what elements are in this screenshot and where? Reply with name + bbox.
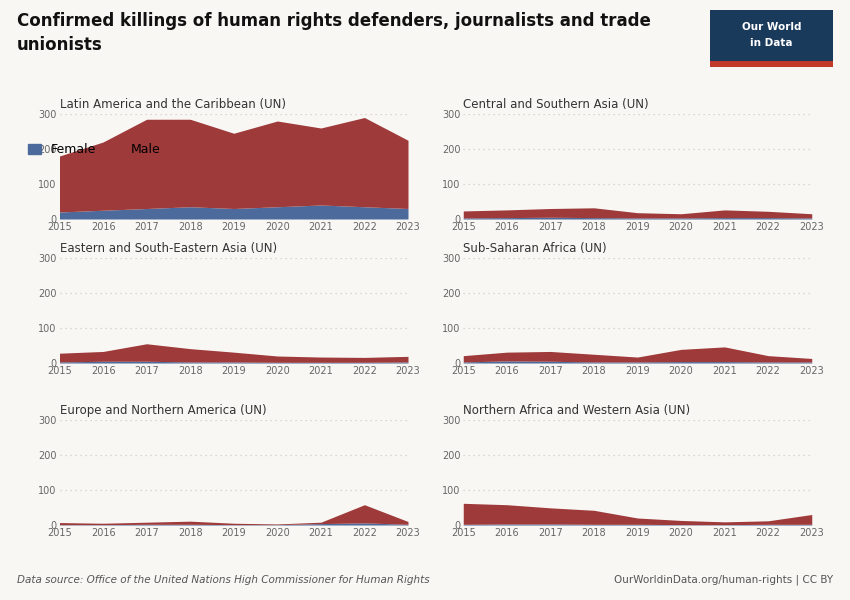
Text: OurWorldinData.org/human-rights | CC BY: OurWorldinData.org/human-rights | CC BY [614, 575, 833, 585]
Text: Data source: Office of the United Nations High Commissioner for Human Rights: Data source: Office of the United Nation… [17, 575, 429, 585]
Text: Northern Africa and Western Asia (UN): Northern Africa and Western Asia (UN) [463, 404, 690, 418]
Legend: Female, Male: Female, Male [23, 138, 166, 161]
Text: Confirmed killings of human rights defenders, journalists and trade
unionists: Confirmed killings of human rights defen… [17, 12, 651, 53]
Text: Our World: Our World [741, 22, 801, 32]
Text: in Data: in Data [750, 38, 792, 48]
Text: Europe and Northern America (UN): Europe and Northern America (UN) [60, 404, 266, 418]
Text: Sub-Saharan Africa (UN): Sub-Saharan Africa (UN) [463, 242, 607, 256]
Text: Eastern and South-Eastern Asia (UN): Eastern and South-Eastern Asia (UN) [60, 242, 276, 256]
Text: Central and Southern Asia (UN): Central and Southern Asia (UN) [463, 98, 649, 112]
Text: Latin America and the Caribbean (UN): Latin America and the Caribbean (UN) [60, 98, 286, 112]
